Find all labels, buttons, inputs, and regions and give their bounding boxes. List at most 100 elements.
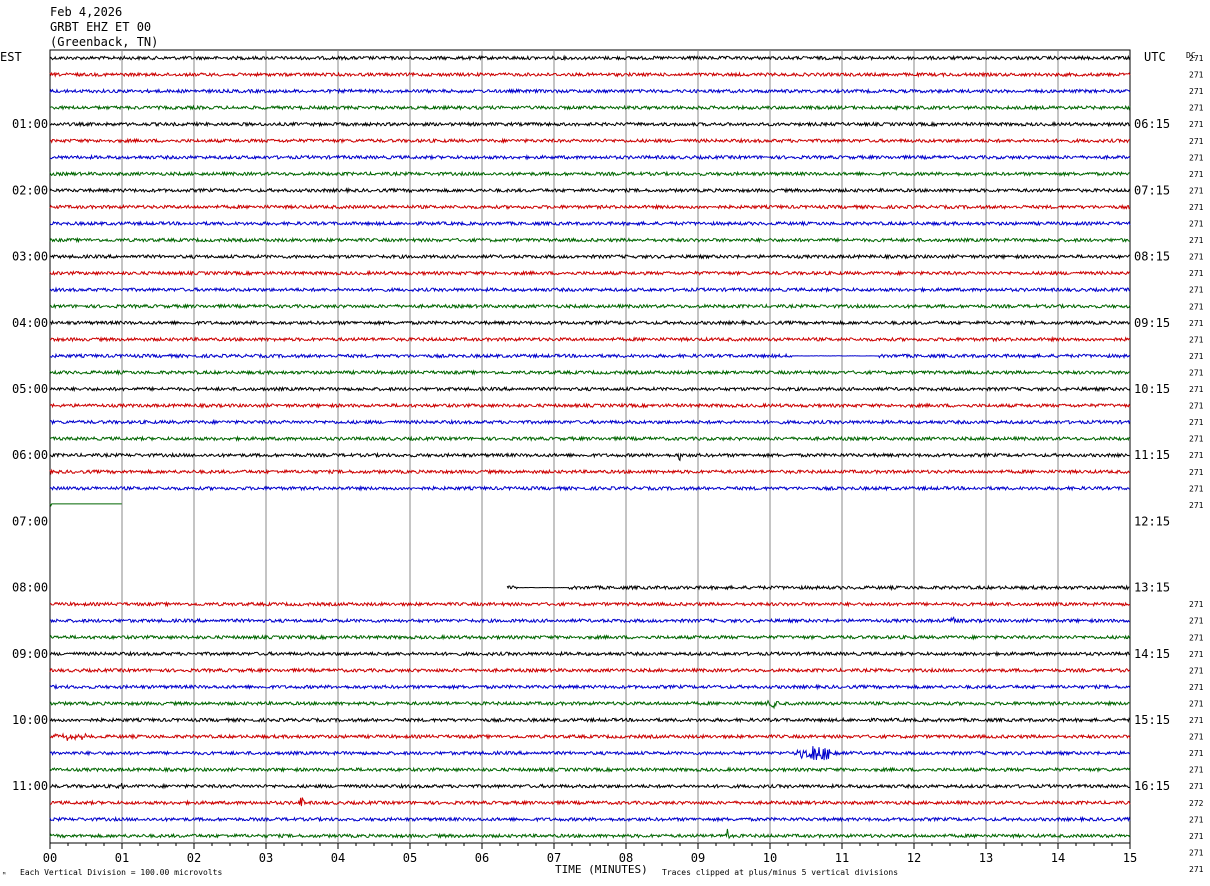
trace-row-46	[49, 815, 1131, 823]
dc-value: 271	[1189, 733, 1204, 742]
x-tick-label: 10	[763, 851, 777, 865]
trace-row-33	[49, 600, 1131, 608]
trace-row-6	[49, 153, 1131, 161]
dc-value: 271	[1189, 253, 1204, 262]
trace-row-17	[49, 335, 1131, 343]
trace-row-0	[49, 54, 1131, 62]
utc-time-label: 13:15	[1134, 581, 1170, 595]
dc-value: 271	[1189, 617, 1204, 626]
x-tick-label: 11	[835, 851, 849, 865]
x-axis-ticks: 00 01 02 03 04 05 06 07 08 09 10 11 12 13 14 15	[43, 843, 1137, 865]
dc-value: 271	[1189, 170, 1204, 179]
x-tick-label: 15	[1123, 851, 1137, 865]
est-time-label: 10:00	[12, 713, 48, 727]
dc-value: 271	[1189, 368, 1204, 377]
dc-value: 271	[1189, 385, 1204, 394]
trace-row-24	[49, 451, 1131, 462]
trace-row-1	[49, 71, 1131, 78]
dc-value: 271	[1189, 302, 1204, 311]
trace-row-16	[49, 319, 1131, 327]
dc-value: 271	[1189, 501, 1204, 510]
plot-frame	[49, 49, 1131, 844]
x-tick-label: 04	[331, 851, 345, 865]
dc-value: 271	[1189, 650, 1204, 659]
header: Feb 4,2026 GRBT EHZ ET 00 (Greenback, TN…	[50, 5, 158, 49]
trace-row-10	[49, 220, 1131, 227]
x-tick-label: 14	[1051, 851, 1065, 865]
dc-value: 271	[1189, 468, 1204, 477]
corner-mark: ᴹ	[2, 871, 6, 879]
utc-time-label: 08:15	[1134, 250, 1170, 264]
utc-time-label: 09:15	[1134, 316, 1170, 330]
trace-row-21	[49, 402, 1131, 409]
x-tick-label: 05	[403, 851, 417, 865]
dc-value: 271	[1189, 633, 1204, 642]
trace-row-45	[49, 797, 1131, 807]
utc-time-labels: 06:15 07:15 08:15 09:15 10:15 11:15 12:15 13:15…	[1134, 117, 1170, 793]
dc-value: 271	[1189, 848, 1204, 857]
footer: ᴹ Each Vertical Division = 100.00 microv…	[2, 863, 898, 879]
x-tick-label: 03	[259, 851, 273, 865]
dc-value: 271	[1189, 54, 1204, 63]
est-time-label: 05:00	[12, 382, 48, 396]
trace-row-35	[49, 633, 1131, 641]
est-time-label: 08:00	[12, 581, 48, 595]
est-time-label: 07:00	[12, 514, 48, 528]
dc-value: 271	[1189, 352, 1204, 361]
utc-time-label: 10:15	[1134, 382, 1170, 396]
est-time-label: 01:00	[12, 117, 48, 131]
dc-value: 271	[1189, 71, 1204, 80]
dc-value: 271	[1189, 716, 1204, 725]
dc-value: 271	[1189, 865, 1204, 874]
clip-note: Traces clipped at plus/minus 5 vertical …	[662, 868, 898, 877]
dc-value: 271	[1189, 335, 1204, 344]
header-date: Feb 4,2026	[50, 5, 122, 19]
dc-value: 271	[1189, 402, 1204, 411]
trace-row-19	[49, 369, 1131, 376]
dc-value: 271	[1189, 137, 1204, 146]
dc-value: 271	[1189, 815, 1204, 824]
dc-value: 271	[1189, 782, 1204, 791]
est-time-labels: 01:00 02:00 03:00 04:00 05:00 06:00 07:00 08:00…	[12, 117, 48, 793]
trace-row-4	[49, 120, 1131, 128]
est-time-label: 04:00	[12, 316, 48, 330]
x-tick-label: 13	[979, 851, 993, 865]
trace-row-12	[49, 253, 1131, 260]
x-tick-label: 07	[547, 851, 561, 865]
dc-value: 271	[1189, 87, 1204, 96]
dc-value: 272	[1189, 799, 1204, 808]
trace-row-7	[49, 170, 1131, 178]
x-tick-label: 09	[691, 851, 705, 865]
trace-row-42	[49, 746, 1131, 761]
x-tick-label: 01	[115, 851, 129, 865]
dc-value: 271	[1189, 153, 1204, 162]
dc-value: 271	[1189, 203, 1204, 212]
x-tick-label: 06	[475, 851, 489, 865]
dc-value: 271	[1189, 435, 1204, 444]
est-time-label: 06:00	[12, 448, 48, 462]
trace-row-34	[49, 616, 1131, 625]
utc-time-label: 16:15	[1134, 779, 1170, 793]
header-location: (Greenback, TN)	[50, 35, 158, 49]
trace-row-2	[49, 87, 1131, 95]
utc-time-label: 11:15	[1134, 448, 1170, 462]
utc-time-label: 06:15	[1134, 117, 1170, 131]
dc-value: 271	[1189, 699, 1204, 708]
trace-row-27	[49, 503, 122, 507]
dc-value: 271	[1189, 832, 1204, 841]
dc-value: 271	[1189, 418, 1204, 427]
trace-row-13	[49, 269, 1131, 277]
trace-row-20	[49, 385, 1131, 393]
trace-row-9	[49, 203, 1131, 211]
dc-value: 271	[1189, 766, 1204, 775]
x-tick-label: 12	[907, 851, 921, 865]
x-tick-label: 02	[187, 851, 201, 865]
dc-value: 271	[1189, 666, 1204, 675]
trace-row-26	[49, 484, 1131, 492]
trace-row-5	[49, 137, 1131, 144]
trace-row-22	[49, 418, 1131, 426]
minute-gridlines	[121, 50, 1059, 843]
trace-row-3	[49, 104, 1131, 111]
est-time-label: 03:00	[12, 250, 48, 264]
dc-value: 271	[1189, 104, 1204, 113]
